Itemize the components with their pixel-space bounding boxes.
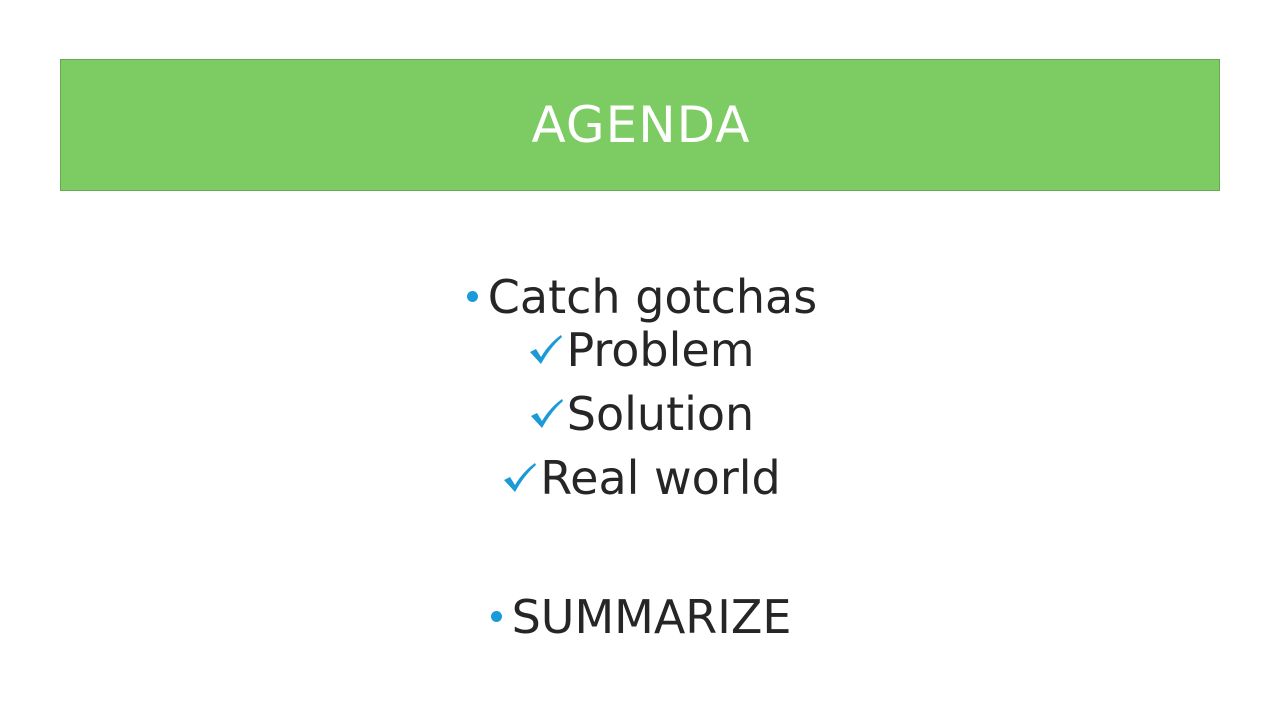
check-item-text: Problem: [566, 323, 755, 377]
checkmark-icon: [527, 333, 563, 367]
check-item-text: Solution: [566, 387, 755, 441]
bullet-item-text: Catch gotchas: [487, 269, 818, 324]
slide-title: AGENDA: [531, 96, 751, 154]
bullet-item-text: SUMMARIZE: [511, 589, 792, 644]
bullet-icon: [466, 291, 478, 302]
title-band: AGENDA: [60, 59, 1220, 191]
bullet-item-summarize: SUMMARIZE: [0, 583, 1280, 640]
bullet-item-catch-gotchas: Catch gotchas: [0, 263, 1280, 320]
checkmark-icon: [501, 461, 537, 495]
bullet-icon: [490, 611, 502, 622]
check-item-solution: Solution: [0, 391, 1280, 438]
check-item-problem: Problem: [0, 327, 1280, 374]
checkmark-icon: [528, 397, 564, 431]
check-item-text: Real world: [540, 451, 781, 505]
check-item-real-world: Real world: [0, 455, 1280, 502]
